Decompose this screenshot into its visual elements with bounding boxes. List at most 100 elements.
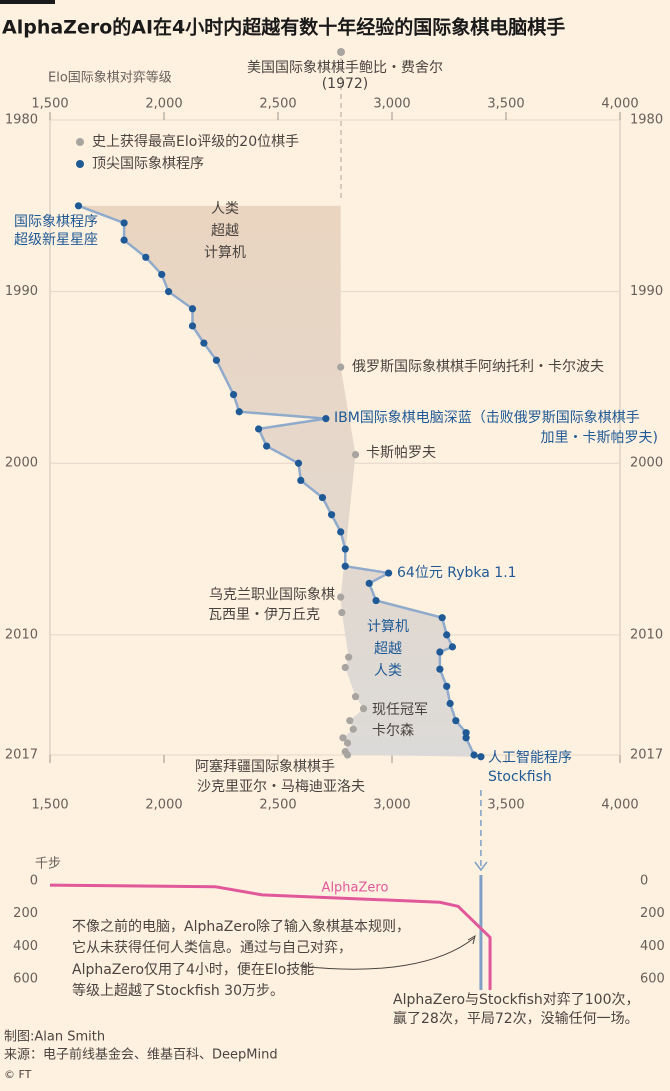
annotation: 瓦西里・伊万丘克 — [208, 607, 320, 623]
note: AlphaZero与Stockfish对弈了100次， — [393, 992, 639, 1008]
annotation: 卡尔森 — [372, 723, 414, 739]
y-tick-label: 1980 — [630, 113, 663, 128]
point — [188, 322, 197, 330]
legend-marker — [76, 160, 84, 168]
point — [446, 699, 454, 708]
annotation: 人类 — [374, 663, 402, 679]
x-tick-label: 2,000 — [145, 97, 182, 112]
x-tick-label: 3,000 — [373, 798, 410, 813]
y-tick-label: 400 — [13, 939, 38, 954]
stockfish-arrow — [474, 861, 488, 872]
annotation: (1972) — [322, 76, 369, 92]
annotation: 国际象棋程序 — [14, 214, 98, 230]
legend-marker — [76, 138, 84, 146]
point — [438, 614, 446, 622]
x-tick-label: 1,500 — [31, 97, 68, 112]
point — [229, 390, 238, 399]
x-tick-label: 2,500 — [259, 798, 296, 813]
point — [443, 682, 451, 690]
x-axis-label: Elo国际象棋对弈等级 — [48, 70, 172, 86]
point — [346, 717, 354, 725]
point — [188, 305, 197, 313]
x-tick-label: 4,000 — [601, 798, 638, 813]
annotation: 沙克里亚尔・马梅迪亚洛夫 — [197, 779, 365, 795]
note: 它从未获得任何人类信息。通过与自己对弈， — [72, 939, 352, 956]
y-tick-label: 0 — [30, 874, 38, 889]
y-tick-label: 2017 — [5, 748, 38, 763]
point — [142, 253, 150, 261]
annotation: 64位元 Rybka 1.1 — [397, 565, 517, 581]
note: 赢了28次，平局72次，没输任何一场。 — [393, 1010, 639, 1027]
point — [164, 288, 173, 296]
point — [294, 459, 303, 467]
point — [341, 545, 349, 553]
y-tick-label: 200 — [640, 906, 665, 921]
point — [443, 631, 451, 639]
note-arrow — [299, 937, 475, 970]
annotation: 阿塞拜疆国际象棋棋手 — [195, 758, 335, 775]
point — [351, 451, 360, 459]
x-tick-label: 4,000 — [601, 97, 638, 112]
point — [349, 725, 357, 733]
point — [436, 648, 444, 656]
annotation: 俄罗斯国际象棋棋手阿纳托利・卡尔波夫 — [352, 359, 604, 375]
y-tick-label: 2010 — [5, 627, 38, 642]
y-tick-label: 1980 — [5, 113, 38, 128]
x-tick-label: 3,500 — [487, 97, 524, 112]
y-tick-label: 2000 — [630, 456, 663, 471]
annotation: 超越 — [211, 223, 239, 239]
annotation: 卡斯帕罗夫 — [366, 445, 436, 461]
point — [318, 493, 327, 502]
series-line — [49, 883, 492, 990]
point — [470, 751, 478, 759]
y-tick-label: 2017 — [630, 748, 663, 763]
fischer-dot — [337, 48, 345, 56]
legend-label: 史上获得最高Elo评级的20位棋手 — [92, 133, 299, 150]
point — [322, 415, 330, 423]
point — [462, 734, 470, 742]
point — [297, 476, 305, 485]
point — [337, 363, 345, 371]
y-tick-label: 0 — [640, 874, 648, 889]
y-tick-label: 1990 — [630, 284, 663, 299]
source: 来源：电子前线基金会、维基百科、DeepMind — [4, 1047, 278, 1063]
point — [200, 339, 208, 347]
point — [436, 665, 444, 673]
annotation: 乌克兰职业国际象棋 — [209, 587, 335, 603]
point — [338, 608, 346, 617]
x-tick-label: 3,000 — [373, 97, 410, 112]
point — [341, 562, 349, 570]
point — [448, 643, 457, 651]
note: 等级上超越了Stockfish 30万步。 — [72, 982, 284, 999]
point — [372, 596, 380, 605]
annotation: Stockfish — [488, 769, 552, 785]
chart-title: AlphaZero的AI在4小时内超越有数十年经验的国际象棋电脑棋手 — [2, 16, 565, 39]
note: 不像之前的电脑，AlphaZero除了输入象棋基本规则， — [72, 918, 410, 935]
y-tick-label: 200 — [13, 906, 38, 921]
annotation: 超级新星星座 — [14, 232, 98, 248]
point — [337, 528, 345, 536]
gap-area — [78, 205, 481, 757]
y-tick-label: 2000 — [5, 456, 38, 471]
y-tick-label: 600 — [640, 972, 665, 987]
point — [327, 511, 336, 519]
x-tick-label: 2,000 — [145, 798, 182, 813]
point — [343, 751, 352, 759]
point — [337, 593, 345, 601]
point — [345, 653, 353, 661]
annotation: 加里・卡斯帕罗夫) — [541, 430, 658, 446]
y-tick-label: 1990 — [5, 284, 38, 299]
note: AlphaZero仅用了4小时，便在Elo技能 — [72, 962, 314, 978]
point — [120, 219, 128, 227]
point — [341, 663, 349, 672]
annotation: 计算机 — [204, 245, 246, 261]
point — [384, 569, 393, 577]
credit: 制图:Alan Smith — [4, 1030, 105, 1045]
point — [365, 579, 373, 587]
point — [263, 442, 271, 450]
annotation: 现任冠军 — [372, 702, 428, 718]
point — [351, 693, 360, 701]
series-label: AlphaZero — [322, 881, 389, 896]
